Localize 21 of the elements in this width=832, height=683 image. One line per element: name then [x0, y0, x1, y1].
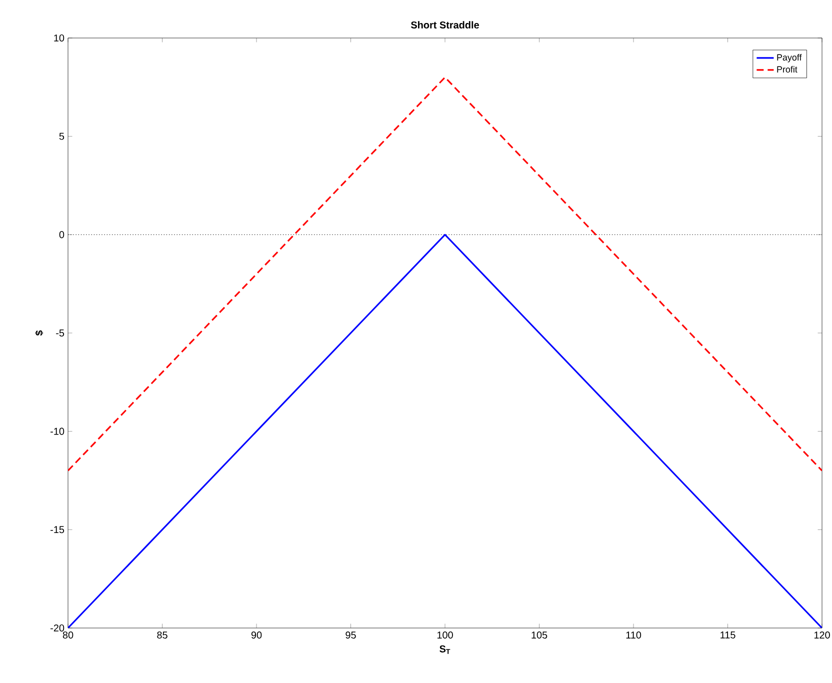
x-tick-label: 115 [720, 632, 736, 638]
x-tick-label: 120 [814, 632, 830, 639]
x-tick-label: 85 [157, 632, 168, 639]
x-axis-title: S$_{T}$ [440, 645, 450, 654]
legend-label: Payoff [777, 54, 802, 62]
x-tick-label: 90 [251, 632, 262, 639]
x-tick-label: 80 [62, 632, 74, 639]
y-tick-label: -5 [56, 330, 64, 336]
x-tick-label: 100 [437, 632, 453, 639]
x-tick-label: 110 [626, 632, 642, 639]
chart-title: Short Straddle [410, 21, 479, 28]
y-tick-label: -10 [50, 428, 64, 435]
x-tick-label: 105 [532, 632, 548, 639]
y-tick-label: -20 [50, 624, 64, 632]
y-axis-title: $ [35, 330, 44, 336]
legend-label: Profit [777, 66, 798, 73]
y-tick-label: -15 [50, 526, 64, 534]
x-tick-label: 95 [346, 632, 356, 639]
y-tick-label: 0 [59, 231, 64, 238]
y-tick-label: 5 [59, 132, 64, 140]
y-tick-label: 10 [54, 34, 64, 42]
